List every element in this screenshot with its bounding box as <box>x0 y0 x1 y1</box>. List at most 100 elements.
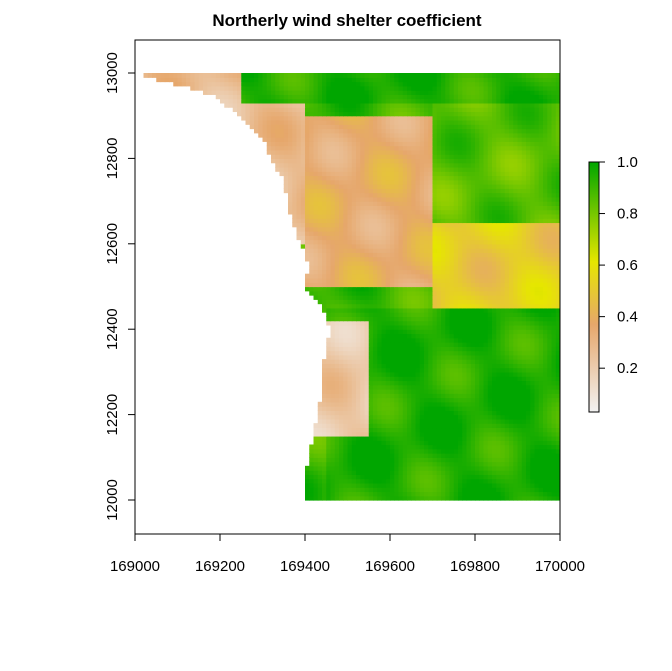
raster-cell <box>373 384 378 390</box>
raster-cell <box>419 406 425 411</box>
raster-cell <box>360 453 366 458</box>
raster-cell <box>377 218 383 224</box>
raster-cell <box>509 453 514 458</box>
raster-cell <box>300 166 306 172</box>
raster-cell <box>313 474 319 480</box>
raster-cell <box>530 350 536 356</box>
raster-cell <box>547 418 553 424</box>
raster-cell <box>411 282 417 288</box>
raster-cell <box>504 256 510 262</box>
raster-cell <box>555 179 560 185</box>
raster-cell <box>436 141 442 147</box>
raster-cell <box>394 423 400 429</box>
raster-cell <box>360 487 366 493</box>
raster-cell <box>351 320 357 326</box>
raster-cell <box>381 333 387 339</box>
raster-cell <box>309 158 315 164</box>
raster-cell <box>317 252 323 258</box>
raster-cell <box>462 380 468 386</box>
raster-cell <box>428 312 434 317</box>
raster-cell <box>424 440 429 446</box>
raster-cell <box>373 418 378 424</box>
raster-cell <box>534 269 540 275</box>
raster-cell <box>500 388 506 394</box>
raster-cell <box>317 209 323 215</box>
raster-cell <box>555 196 560 202</box>
raster-cell <box>326 363 332 369</box>
raster-cell <box>487 145 493 151</box>
raster-cell <box>555 461 560 467</box>
raster-cell <box>424 342 429 347</box>
raster-cell <box>398 184 404 189</box>
raster-cell <box>300 243 306 249</box>
raster-cell <box>351 192 357 198</box>
raster-cell <box>521 277 527 283</box>
raster-cell <box>317 431 323 437</box>
raster-cell <box>402 205 408 211</box>
raster-cell <box>407 423 412 429</box>
raster-cell <box>526 470 531 475</box>
raster-cell <box>517 465 523 471</box>
raster-cell <box>334 295 340 300</box>
raster-cell <box>394 295 400 300</box>
raster-cell <box>436 465 442 471</box>
raster-cell <box>339 175 344 181</box>
raster-cell <box>339 397 344 403</box>
raster-cell <box>373 230 378 236</box>
raster-cell <box>441 427 446 433</box>
raster-cell <box>322 222 327 228</box>
raster-cell <box>347 414 353 420</box>
raster-cell <box>458 461 463 467</box>
raster-cell <box>449 149 455 155</box>
raster-cell <box>449 277 455 283</box>
raster-cell <box>513 196 519 202</box>
raster-cell <box>407 495 412 501</box>
raster-cell <box>347 218 353 224</box>
raster-cell <box>449 209 455 215</box>
raster-cell <box>347 256 353 262</box>
raster-cell <box>368 188 374 194</box>
raster-cell <box>364 482 370 488</box>
raster-cell <box>509 410 514 416</box>
raster-cell <box>470 239 476 245</box>
raster-cell <box>394 350 400 356</box>
raster-cell <box>487 226 493 232</box>
raster-cell <box>351 427 357 433</box>
raster-cell <box>381 457 387 463</box>
raster-cell <box>398 145 404 151</box>
raster-cell <box>351 265 357 271</box>
raster-cell <box>453 482 459 488</box>
raster-cell <box>526 346 531 352</box>
raster-cell <box>275 166 281 172</box>
raster-cell <box>326 188 332 194</box>
raster-cell <box>547 295 553 300</box>
raster-cell <box>449 171 455 177</box>
raster-cell <box>500 273 506 279</box>
raster-cell <box>305 145 310 151</box>
raster-cell <box>441 363 446 369</box>
raster-cell <box>462 495 468 501</box>
raster-cell <box>441 154 446 159</box>
raster-cell <box>428 269 434 275</box>
raster-cell <box>364 145 370 151</box>
raster-cell <box>326 487 332 493</box>
raster-cell <box>381 397 387 403</box>
raster-cell <box>432 487 438 493</box>
raster-cell <box>530 320 536 326</box>
raster-cell <box>526 290 531 296</box>
raster-cell <box>398 453 404 458</box>
raster-cell <box>530 384 536 390</box>
raster-cell <box>487 154 493 159</box>
raster-cell <box>313 256 319 262</box>
raster-cell <box>317 448 323 454</box>
raster-cell <box>368 359 374 364</box>
raster-cell <box>296 218 302 224</box>
raster-cell <box>424 218 429 224</box>
raster-cell <box>398 141 404 147</box>
raster-cell <box>517 346 523 352</box>
raster-cell <box>551 371 557 377</box>
raster-cell <box>487 303 493 309</box>
raster-cell <box>538 478 544 484</box>
raster-cell <box>300 196 306 202</box>
raster-cell <box>547 282 553 288</box>
